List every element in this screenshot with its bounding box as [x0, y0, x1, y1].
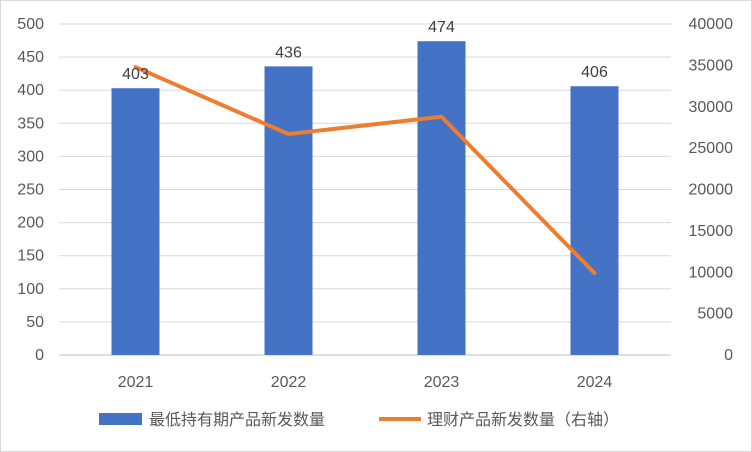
y-right-tick-label: 0 [724, 347, 733, 364]
y-left-tick-label: 300 [17, 148, 44, 165]
y-right-tick-label: 15000 [689, 223, 734, 240]
bar-series [111, 41, 619, 356]
x-tick-label: 2021 [118, 374, 154, 391]
y-axis-left: 0 50 100 150 200 250 300 350 400 450 500 [17, 16, 44, 364]
data-label-2022: 436 [275, 44, 302, 61]
y-left-tick-label: 350 [17, 115, 44, 132]
y-left-tick-label: 200 [17, 215, 44, 232]
y-left-tick-label: 500 [17, 16, 44, 33]
bar-2021 [111, 88, 160, 356]
x-tick-label: 2024 [577, 374, 613, 391]
y-right-tick-label: 10000 [689, 264, 734, 281]
legend-label-line: 理财产品新发数量（右轴） [427, 410, 619, 429]
bar-2024 [570, 86, 619, 355]
legend: 最低持有期产品新发数量 理财产品新发数量（右轴） [99, 410, 619, 429]
y-right-tick-label: 25000 [689, 140, 734, 157]
line-series [133, 65, 597, 276]
y-right-tick-label: 20000 [689, 182, 734, 199]
y-left-tick-label: 50 [26, 314, 44, 331]
y-right-tick-label: 5000 [697, 306, 733, 323]
y-left-tick-label: 100 [17, 281, 44, 298]
y-right-tick-label: 40000 [689, 16, 734, 33]
y-left-tick-label: 450 [17, 49, 44, 66]
y-axis-right: 0 5000 10000 15000 20000 25000 30000 35000 40000 [689, 16, 734, 364]
x-tick-label: 2023 [424, 374, 460, 391]
gridlines [59, 23, 671, 356]
bar-2023 [417, 41, 466, 355]
line-series-path [133, 65, 597, 276]
x-axis: 2021 2022 2023 2024 [118, 374, 613, 391]
data-label-2024: 406 [581, 64, 608, 81]
y-left-tick-label: 150 [17, 248, 44, 265]
legend-label-bar: 最低持有期产品新发数量 [149, 410, 325, 429]
y-left-tick-label: 400 [17, 82, 44, 99]
x-tick-label: 2022 [271, 374, 307, 391]
y-right-tick-label: 35000 [689, 57, 734, 74]
data-label-2023: 474 [428, 19, 455, 36]
y-right-tick-label: 30000 [689, 99, 734, 116]
bar-2022 [264, 66, 313, 356]
legend-swatch-bar [99, 413, 142, 425]
y-left-tick-label: 0 [35, 347, 44, 364]
data-labels: 403 436 474 406 [122, 19, 608, 83]
y-left-tick-label: 250 [17, 182, 44, 199]
data-label-2021: 403 [122, 66, 149, 83]
